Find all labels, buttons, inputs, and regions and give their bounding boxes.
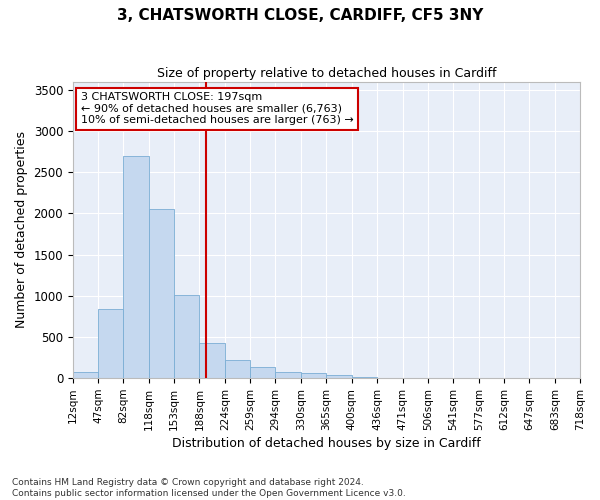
Bar [174, 295, 199, 378]
Text: Contains HM Land Registry data © Crown copyright and database right 2024.
Contai: Contains HM Land Registry data © Crown c… [12, 478, 406, 498]
Bar [275, 372, 301, 378]
Y-axis label: Number of detached properties: Number of detached properties [15, 132, 28, 328]
Bar [199, 343, 225, 378]
Bar [326, 376, 352, 378]
Bar [225, 360, 250, 378]
Bar [98, 309, 123, 378]
X-axis label: Distribution of detached houses by size in Cardiff: Distribution of detached houses by size … [172, 437, 481, 450]
Bar [149, 208, 174, 378]
Bar [352, 377, 377, 378]
Bar [123, 156, 149, 378]
Text: 3, CHATSWORTH CLOSE, CARDIFF, CF5 3NY: 3, CHATSWORTH CLOSE, CARDIFF, CF5 3NY [117, 8, 483, 22]
Bar [250, 366, 275, 378]
Title: Size of property relative to detached houses in Cardiff: Size of property relative to detached ho… [157, 68, 496, 80]
Bar [73, 372, 98, 378]
Bar [301, 374, 326, 378]
Text: 3 CHATSWORTH CLOSE: 197sqm
← 90% of detached houses are smaller (6,763)
10% of s: 3 CHATSWORTH CLOSE: 197sqm ← 90% of deta… [80, 92, 353, 125]
